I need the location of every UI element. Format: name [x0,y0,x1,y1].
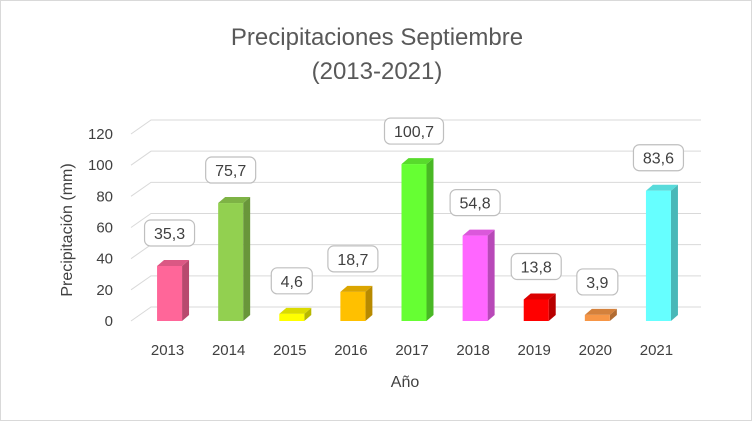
bar-top [401,158,434,165]
data-label: 75,7 [205,156,257,184]
bar-side [548,293,556,321]
bar-front [340,291,366,321]
bar-front [523,299,549,321]
bar-side [182,259,190,321]
gridline [130,150,701,166]
data-label-box [143,219,196,247]
data-label-text: 18,7 [337,252,368,269]
gridline [130,213,701,228]
bar [523,293,556,321]
bar-front [584,314,610,321]
bar-front [401,164,427,321]
bar-side [365,285,373,321]
y-tick-label: 0 [105,313,113,330]
data-label-text: 13,8 [521,259,552,276]
data-label-text: 100,7 [394,124,434,141]
data-label: 83,6 [632,144,685,172]
y-tick-label: 20 [96,282,113,299]
data-label-text: 54,8 [460,196,491,213]
data-label-box [576,268,619,296]
gridline [130,306,701,322]
bar [279,307,312,321]
bar-front [645,190,671,321]
bar-top [279,307,312,314]
data-label: 35,3 [143,219,196,247]
bars [157,158,678,321]
bar [462,229,495,321]
data-label-text: 3,9 [586,275,608,292]
data-label-box [205,156,257,184]
bar-top [157,259,190,266]
y-axis-title: Precipitación (mm) [59,163,76,296]
data-label-box [632,144,685,172]
bar-side [304,307,312,321]
y-tick-label: 60 [96,220,113,237]
data-label-text: 83,6 [643,151,674,168]
x-tick-label: 2015 [273,342,306,359]
data-label: 3,9 [576,268,619,296]
bar-front [462,235,488,321]
y-tick-label: 40 [96,251,113,268]
data-label-box [449,189,501,217]
data-label-box [383,117,445,145]
data-label-box [510,252,562,281]
x-tick-label: 2017 [395,342,428,359]
data-label-text: 4,6 [281,274,303,291]
bar [218,197,251,321]
x-tick-label: 2020 [579,342,612,359]
data-label: 13,8 [510,252,562,281]
x-axis-title: Año [391,374,420,391]
y-tick-label: 120 [88,126,113,143]
bar [584,308,617,321]
y-tick-label: 100 [88,157,113,174]
data-labels: 35,3 75,7 4,6 18,7 100,7 54,8 13,8 3,9 83,6 [143,117,685,296]
bar-top [462,229,495,236]
bar-top [523,293,556,300]
bar-front [157,265,183,321]
gridline [130,181,701,197]
bar [401,158,434,321]
data-label: 54,8 [449,189,501,217]
data-label-box [270,267,313,295]
bar-top [218,197,251,204]
bar-top [645,184,678,191]
bar-front [279,313,305,321]
bar [157,259,190,321]
bar-side [487,229,495,321]
gridline [130,119,701,135]
bar [645,184,678,321]
data-label: 100,7 [383,117,445,145]
bar-side [426,158,434,321]
bar-side [243,197,251,321]
data-label-text: 35,3 [154,226,185,243]
chart-title-line-2: (2013-2021) [312,58,443,85]
x-tick-label: 2018 [456,342,489,359]
data-label: 18,7 [327,245,379,273]
x-tick-label: 2014 [212,342,245,359]
x-tick-label: 2021 [640,342,673,359]
x-tick-label: 2016 [334,342,367,359]
y-axis-ticks: 0 20 40 60 80 100 120 [88,126,113,330]
x-axis-ticks: 2013 2014 2015 2016 2017 2018 2019 2020 2021 [151,342,673,359]
bar-top [584,308,617,315]
bar-front [218,203,244,321]
data-label: 4,6 [270,267,313,295]
data-label-text: 75,7 [215,163,246,180]
x-tick-label: 2019 [518,342,551,359]
bar-top [340,285,373,292]
bar-side [609,308,617,321]
bar [340,285,373,321]
y-tick-label: 80 [96,188,113,205]
x-tick-label: 2013 [151,342,184,359]
data-label-box [327,245,379,273]
chart-title-line-1: Precipitaciones Septiembre [231,24,523,51]
bar-side [670,184,678,321]
